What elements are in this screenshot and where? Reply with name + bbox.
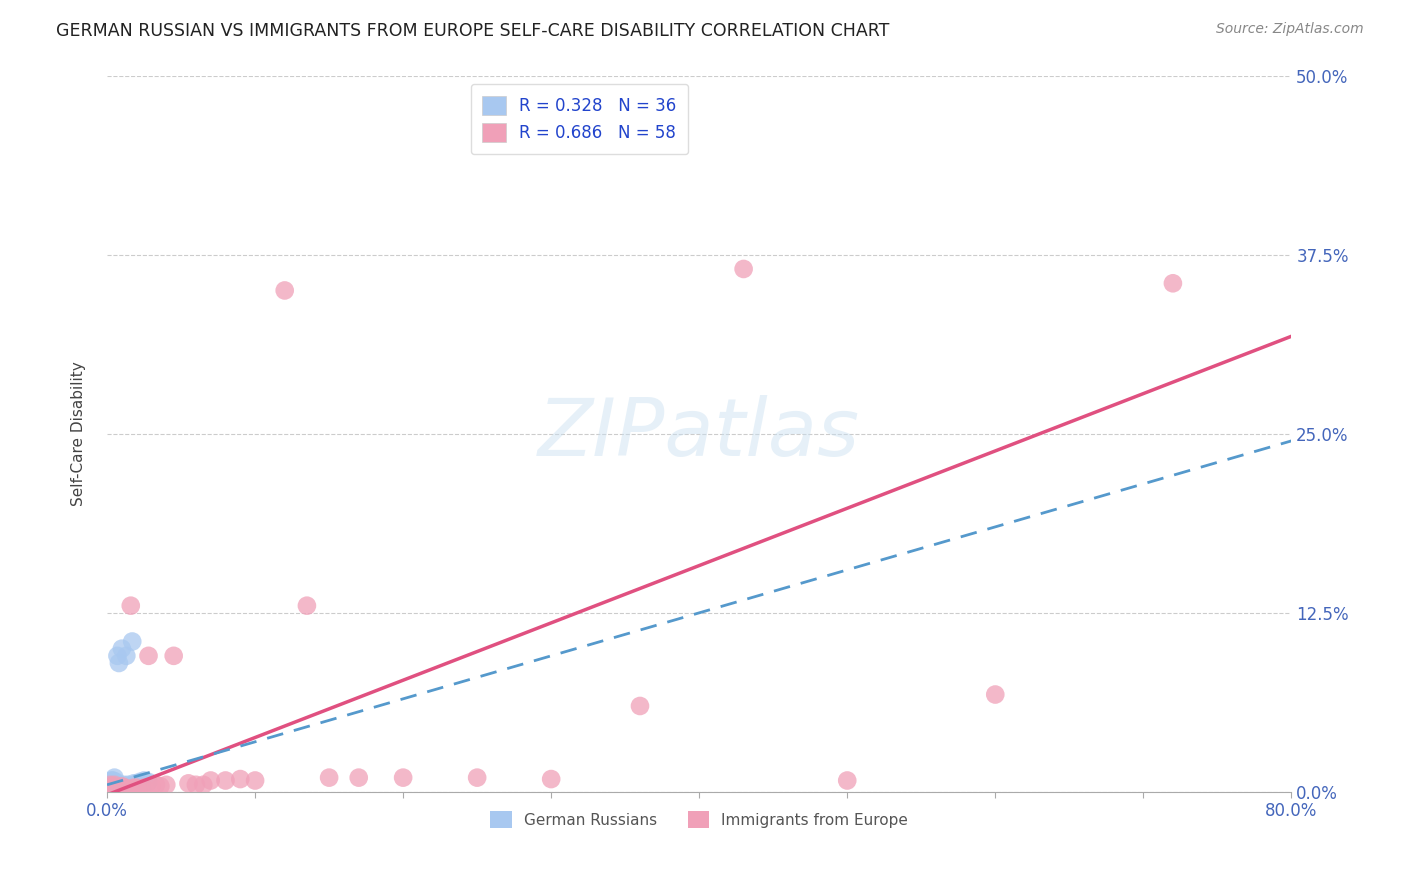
Point — [128, 782, 150, 797]
Text: GERMAN RUSSIAN VS IMMIGRANTS FROM EUROPE SELF-CARE DISABILITY CORRELATION CHART: GERMAN RUSSIAN VS IMMIGRANTS FROM EUROPE… — [56, 22, 890, 40]
Point — [97, 782, 120, 797]
Point — [155, 778, 177, 792]
Point — [837, 773, 859, 788]
Point — [107, 648, 129, 663]
Point — [101, 779, 124, 793]
Point — [1161, 277, 1184, 291]
Point — [108, 779, 131, 793]
Point — [103, 780, 125, 795]
Point — [111, 782, 134, 797]
Point — [110, 779, 132, 793]
Point — [163, 648, 186, 663]
Point — [115, 648, 138, 663]
Point — [132, 773, 155, 788]
Point — [465, 771, 488, 785]
Point — [101, 783, 124, 797]
Point — [101, 773, 124, 788]
Point — [101, 782, 124, 797]
Point — [108, 783, 131, 797]
Point — [100, 780, 122, 795]
Point — [100, 782, 122, 797]
Point — [104, 775, 127, 789]
Point — [229, 772, 252, 786]
Point — [128, 775, 150, 789]
Point — [97, 779, 120, 793]
Point — [111, 780, 134, 795]
Point — [103, 779, 125, 793]
Point — [98, 780, 121, 795]
Point — [103, 782, 125, 797]
Point — [103, 775, 125, 789]
Point — [273, 284, 295, 298]
Point — [110, 783, 132, 797]
Point — [392, 771, 415, 785]
Y-axis label: Self-Care Disability: Self-Care Disability — [72, 361, 86, 506]
Point — [111, 641, 134, 656]
Point — [125, 776, 148, 790]
Point — [318, 771, 340, 785]
Point — [214, 773, 236, 788]
Point — [200, 773, 222, 788]
Point — [103, 778, 125, 792]
Point — [733, 262, 755, 277]
Point — [112, 778, 135, 792]
Point — [138, 775, 160, 789]
Point — [628, 698, 651, 713]
Point — [97, 783, 120, 797]
Point — [295, 599, 318, 613]
Point — [98, 778, 121, 792]
Point — [111, 779, 134, 793]
Point — [97, 782, 120, 797]
Point — [114, 780, 136, 795]
Point — [540, 772, 562, 786]
Point — [141, 779, 163, 793]
Text: Source: ZipAtlas.com: Source: ZipAtlas.com — [1216, 22, 1364, 37]
Text: ZIPatlas: ZIPatlas — [538, 395, 860, 473]
Point — [98, 783, 121, 797]
Point — [118, 782, 141, 797]
Point — [347, 771, 370, 785]
Point — [125, 780, 148, 795]
Point — [149, 779, 172, 793]
Point — [112, 783, 135, 797]
Point — [122, 776, 145, 790]
Point — [107, 782, 129, 797]
Point — [115, 783, 138, 797]
Point — [98, 775, 121, 789]
Point — [104, 780, 127, 795]
Point — [100, 783, 122, 797]
Point — [100, 773, 122, 788]
Point — [104, 780, 127, 795]
Point — [108, 656, 131, 670]
Point — [243, 773, 266, 788]
Point — [100, 779, 122, 793]
Point — [121, 634, 143, 648]
Legend: German Russians, Immigrants from Europe: German Russians, Immigrants from Europe — [484, 805, 914, 835]
Point — [103, 771, 125, 785]
Point — [104, 783, 127, 797]
Point — [103, 783, 125, 797]
Point — [101, 778, 124, 792]
Point — [122, 780, 145, 795]
Point — [97, 780, 120, 795]
Point — [98, 780, 121, 795]
Point — [114, 780, 136, 795]
Point — [117, 778, 139, 792]
Point — [108, 780, 131, 795]
Point — [984, 688, 1007, 702]
Point — [97, 778, 120, 792]
Point — [184, 778, 207, 792]
Point — [132, 780, 155, 795]
Point — [145, 778, 167, 792]
Point — [138, 648, 160, 663]
Point — [118, 779, 141, 793]
Point — [100, 778, 122, 792]
Point — [120, 599, 142, 613]
Point — [177, 776, 200, 790]
Point — [107, 780, 129, 795]
Point — [193, 778, 215, 792]
Point — [101, 782, 124, 797]
Point — [107, 783, 129, 797]
Point — [98, 782, 121, 797]
